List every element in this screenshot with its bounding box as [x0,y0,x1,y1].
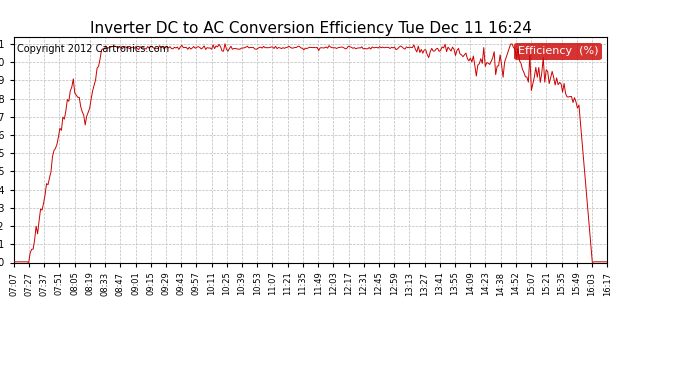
Text: Copyright 2012 Cartronics.com: Copyright 2012 Cartronics.com [17,44,169,54]
Legend: Efficiency  (%): Efficiency (%) [515,43,602,60]
Title: Inverter DC to AC Conversion Efficiency Tue Dec 11 16:24: Inverter DC to AC Conversion Efficiency … [90,21,531,36]
